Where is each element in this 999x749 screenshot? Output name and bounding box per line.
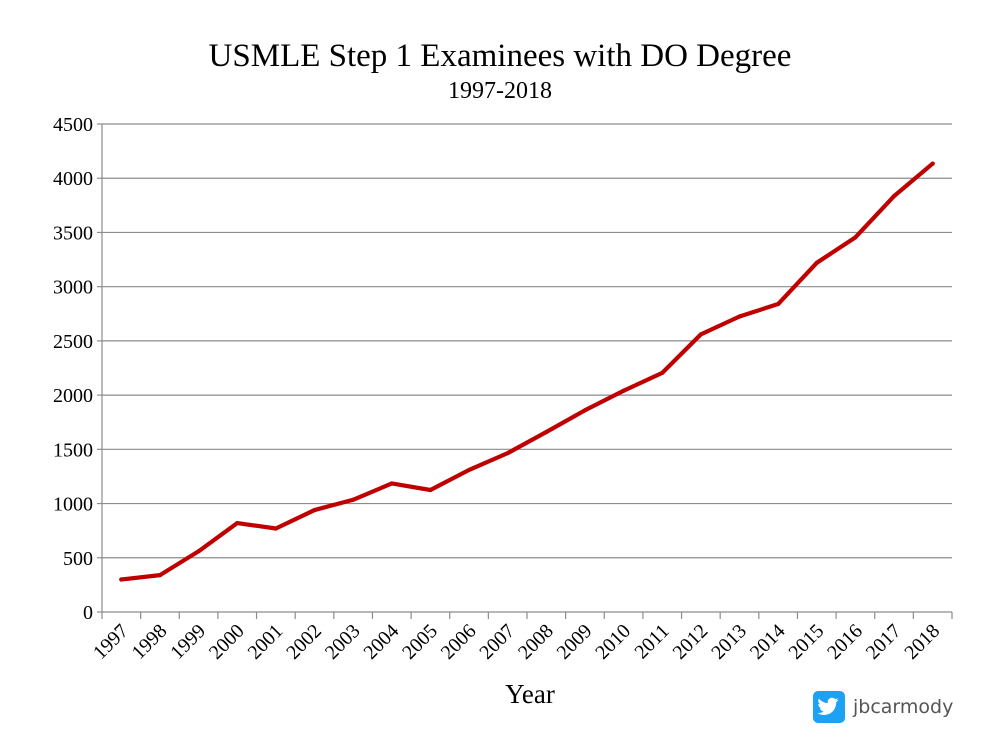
data-point [776,301,781,307]
data-point [737,314,742,319]
data-point [621,388,626,393]
data-point [351,497,356,502]
twitter-handle: jbcarmody [852,696,953,718]
data-point [544,429,549,435]
x-tick-label: 2003 [321,620,365,664]
twitter-bird-icon [813,691,845,723]
data-point [119,577,124,582]
data-point [891,194,897,199]
data-point [814,260,819,265]
data-point [235,520,240,526]
y-tick-label: 3000 [53,277,93,299]
x-tick-label: 2013 [707,620,751,664]
data-point [853,235,858,240]
data-point [660,370,665,375]
x-tick-label: 2002 [282,620,326,664]
x-tick-label: 2011 [630,620,673,663]
x-tick-label: 1997 [89,620,133,664]
x-tick-label: 2009 [553,620,597,664]
chart-title: USMLE Step 1 Examinees with DO Degree [209,38,792,74]
y-tick-label: 500 [63,548,93,570]
x-tick-label: 2012 [669,620,713,664]
y-tick-label: 2500 [53,331,93,353]
watermark: jbcarmody [813,691,953,723]
x-tick-label: 2018 [900,620,944,664]
y-tick-label: 1500 [53,439,93,461]
x-tick-label: 2015 [784,620,828,664]
x-tick-label: 1998 [128,620,172,664]
data-point [428,487,433,493]
data-point [389,481,394,486]
data-point [196,549,201,554]
y-tick-label: 2000 [53,385,93,407]
x-tick-labels: 1997199819992000200120022003200420052006… [89,620,944,664]
data-point [312,507,317,513]
data-point [505,451,510,456]
x-tick-label: 2007 [475,620,519,664]
x-tick-label: 2004 [359,620,403,664]
chart-subtitle: 1997-2018 [448,78,552,104]
x-tick-label: 1999 [166,620,210,664]
data-point [582,408,588,413]
x-tick-label: 2017 [862,620,906,664]
data-point [698,332,703,337]
x-tick-label: 2010 [591,620,635,664]
x-axis-title: Year [505,679,555,709]
x-tick-label: 2006 [437,620,481,664]
x-tick-label: 2005 [398,620,442,664]
y-tick-label: 4500 [53,114,93,136]
y-tick-labels: 0 500 1000 1500 2000 2500 3000 3500 4000 4500 [53,114,93,624]
y-tick-label: 3500 [53,222,93,244]
y-tick-label: 4000 [53,168,93,190]
series-layer [119,161,935,582]
x-tick-label: 2001 [244,620,288,664]
data-point [273,526,278,531]
y-tick-label: 0 [83,602,93,624]
data-point [466,467,472,473]
y-tick-label: 1000 [53,494,93,516]
x-tick-label: 2014 [746,620,790,664]
x-tick-label: 2000 [205,620,249,664]
x-tick-label: 2008 [514,620,558,664]
axes [97,123,953,619]
data-point [157,573,163,578]
data-point [930,161,935,166]
series-line [119,161,935,582]
gridlines [102,123,952,559]
x-tick-label: 2016 [823,620,867,664]
